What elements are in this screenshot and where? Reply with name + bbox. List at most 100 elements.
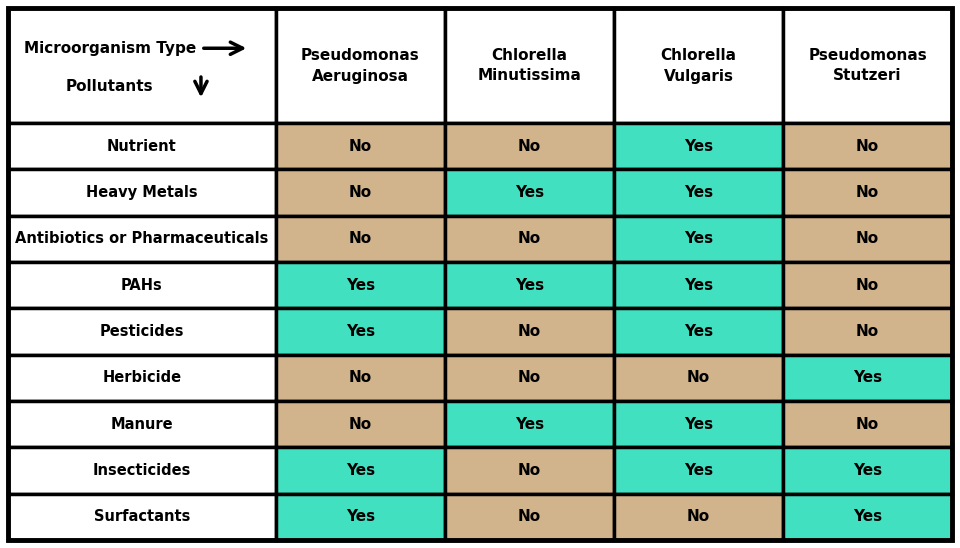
Bar <box>445 355 614 401</box>
Bar <box>8 309 276 355</box>
Text: No: No <box>518 509 541 524</box>
Bar <box>614 401 783 447</box>
Text: Manure: Manure <box>110 416 174 432</box>
Bar <box>783 216 952 262</box>
Bar <box>276 447 445 494</box>
Bar <box>276 401 445 447</box>
Bar <box>276 355 445 401</box>
Bar <box>276 169 445 216</box>
Text: Yes: Yes <box>684 185 713 200</box>
Bar <box>8 447 276 494</box>
Bar <box>614 447 783 494</box>
Text: No: No <box>687 509 710 524</box>
Text: No: No <box>348 416 372 432</box>
Bar <box>783 262 952 309</box>
Text: Yes: Yes <box>684 231 713 247</box>
Text: Pseudomonas
Aeruginosa: Pseudomonas Aeruginosa <box>301 48 420 83</box>
Text: Yes: Yes <box>852 463 882 478</box>
Bar <box>276 494 445 540</box>
Bar <box>445 401 614 447</box>
Bar <box>276 8 445 123</box>
Bar <box>445 447 614 494</box>
Text: No: No <box>856 324 879 339</box>
Bar <box>783 169 952 216</box>
Text: No: No <box>856 139 879 153</box>
Bar <box>8 216 276 262</box>
Bar <box>614 262 783 309</box>
Bar <box>614 494 783 540</box>
Bar <box>276 262 445 309</box>
Bar <box>8 123 276 169</box>
Text: No: No <box>348 139 372 153</box>
Text: Heavy Metals: Heavy Metals <box>86 185 198 200</box>
Bar <box>445 123 614 169</box>
Bar <box>614 169 783 216</box>
Bar <box>614 309 783 355</box>
Text: Yes: Yes <box>346 324 375 339</box>
Text: No: No <box>518 324 541 339</box>
Text: No: No <box>856 416 879 432</box>
Bar <box>445 494 614 540</box>
Text: Yes: Yes <box>684 463 713 478</box>
Text: PAHs: PAHs <box>121 278 163 293</box>
Text: No: No <box>518 231 541 247</box>
Bar <box>445 262 614 309</box>
Bar <box>8 494 276 540</box>
Bar <box>783 123 952 169</box>
Text: No: No <box>687 370 710 385</box>
Text: Yes: Yes <box>852 370 882 385</box>
Text: No: No <box>518 139 541 153</box>
Text: No: No <box>856 278 879 293</box>
Bar <box>8 262 276 309</box>
Text: Surfactants: Surfactants <box>94 509 190 524</box>
Bar <box>445 169 614 216</box>
Bar <box>8 169 276 216</box>
Text: Yes: Yes <box>684 416 713 432</box>
Bar <box>783 447 952 494</box>
Text: Yes: Yes <box>515 278 544 293</box>
Text: Yes: Yes <box>852 509 882 524</box>
Text: No: No <box>856 231 879 247</box>
Bar <box>8 401 276 447</box>
Text: Yes: Yes <box>346 278 375 293</box>
Bar <box>783 309 952 355</box>
Text: Yes: Yes <box>346 463 375 478</box>
Bar <box>783 8 952 123</box>
Bar <box>783 494 952 540</box>
Text: Pollutants: Pollutants <box>66 79 154 94</box>
Bar <box>783 355 952 401</box>
Bar <box>614 8 783 123</box>
Text: Pesticides: Pesticides <box>100 324 184 339</box>
Bar <box>8 355 276 401</box>
Text: Yes: Yes <box>515 185 544 200</box>
Text: Antibiotics or Pharmaceuticals: Antibiotics or Pharmaceuticals <box>15 231 269 247</box>
Bar <box>276 216 445 262</box>
Bar <box>445 309 614 355</box>
Text: Chlorella
Minutissima: Chlorella Minutissima <box>477 48 582 83</box>
Text: No: No <box>518 370 541 385</box>
Bar <box>614 216 783 262</box>
Text: Yes: Yes <box>684 278 713 293</box>
Bar <box>445 216 614 262</box>
Text: No: No <box>348 370 372 385</box>
Text: Microorganism Type: Microorganism Type <box>24 41 196 56</box>
Bar <box>276 123 445 169</box>
Text: Yes: Yes <box>684 139 713 153</box>
Text: Pseudomonas
Stutzeri: Pseudomonas Stutzeri <box>808 48 926 83</box>
Bar <box>445 8 614 123</box>
Bar <box>614 355 783 401</box>
Text: Yes: Yes <box>515 416 544 432</box>
Bar <box>783 401 952 447</box>
Text: Yes: Yes <box>684 324 713 339</box>
Text: No: No <box>518 463 541 478</box>
Text: Nutrient: Nutrient <box>108 139 177 153</box>
Bar <box>614 123 783 169</box>
Text: Chlorella
Vulgaris: Chlorella Vulgaris <box>660 48 736 83</box>
Bar <box>8 8 276 123</box>
Bar <box>276 309 445 355</box>
Text: Herbicide: Herbicide <box>103 370 181 385</box>
Text: No: No <box>856 185 879 200</box>
Text: No: No <box>348 185 372 200</box>
Text: No: No <box>348 231 372 247</box>
Text: Insecticides: Insecticides <box>93 463 191 478</box>
